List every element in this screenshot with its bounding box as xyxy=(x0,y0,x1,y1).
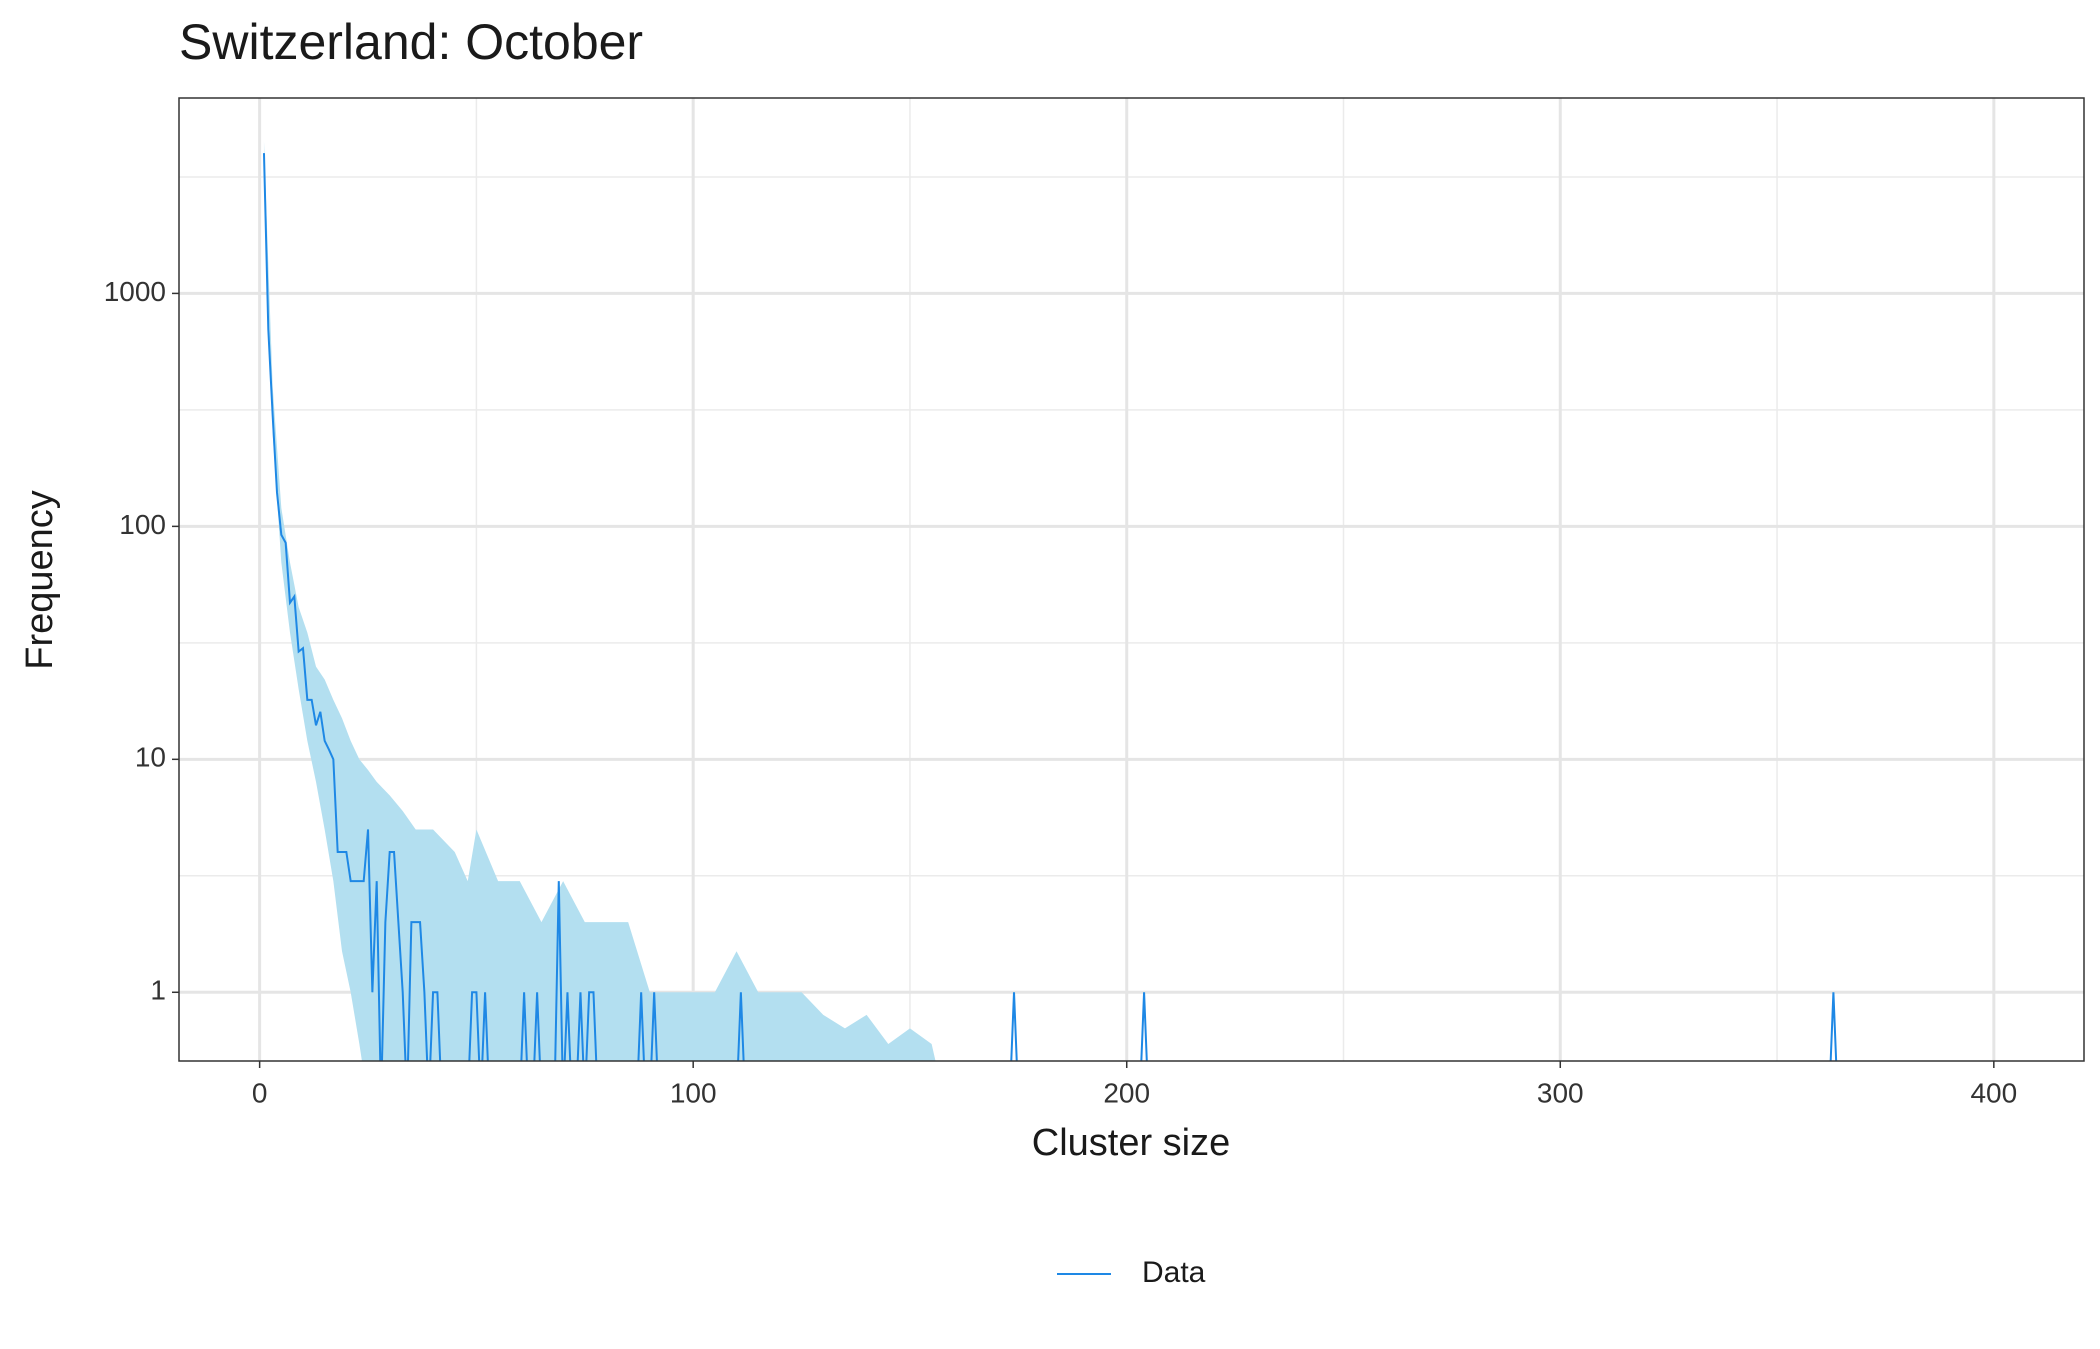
x-tick-label: 300 xyxy=(1537,1077,1584,1108)
x-axis-title: Cluster size xyxy=(1032,1122,1231,1164)
x-tick-label: 200 xyxy=(1103,1077,1150,1108)
x-tick-label: 400 xyxy=(1970,1077,2017,1108)
legend-label: Data xyxy=(1142,1256,1206,1289)
y-axis-title: Frequency xyxy=(19,490,61,670)
x-tick-label: 0 xyxy=(252,1077,268,1108)
chart-title: Switzerland: October xyxy=(179,14,643,70)
plot-area xyxy=(262,141,1838,1061)
y-tick-label: 100 xyxy=(119,509,166,540)
y-tick-label: 1 xyxy=(150,975,166,1006)
y-tick-label: 1000 xyxy=(104,276,166,307)
x-tick-label: 100 xyxy=(670,1077,717,1108)
ribbon xyxy=(263,141,936,1061)
panel-border xyxy=(178,97,2085,1062)
y-tick-label: 10 xyxy=(135,742,166,773)
data-line xyxy=(262,153,1838,1061)
